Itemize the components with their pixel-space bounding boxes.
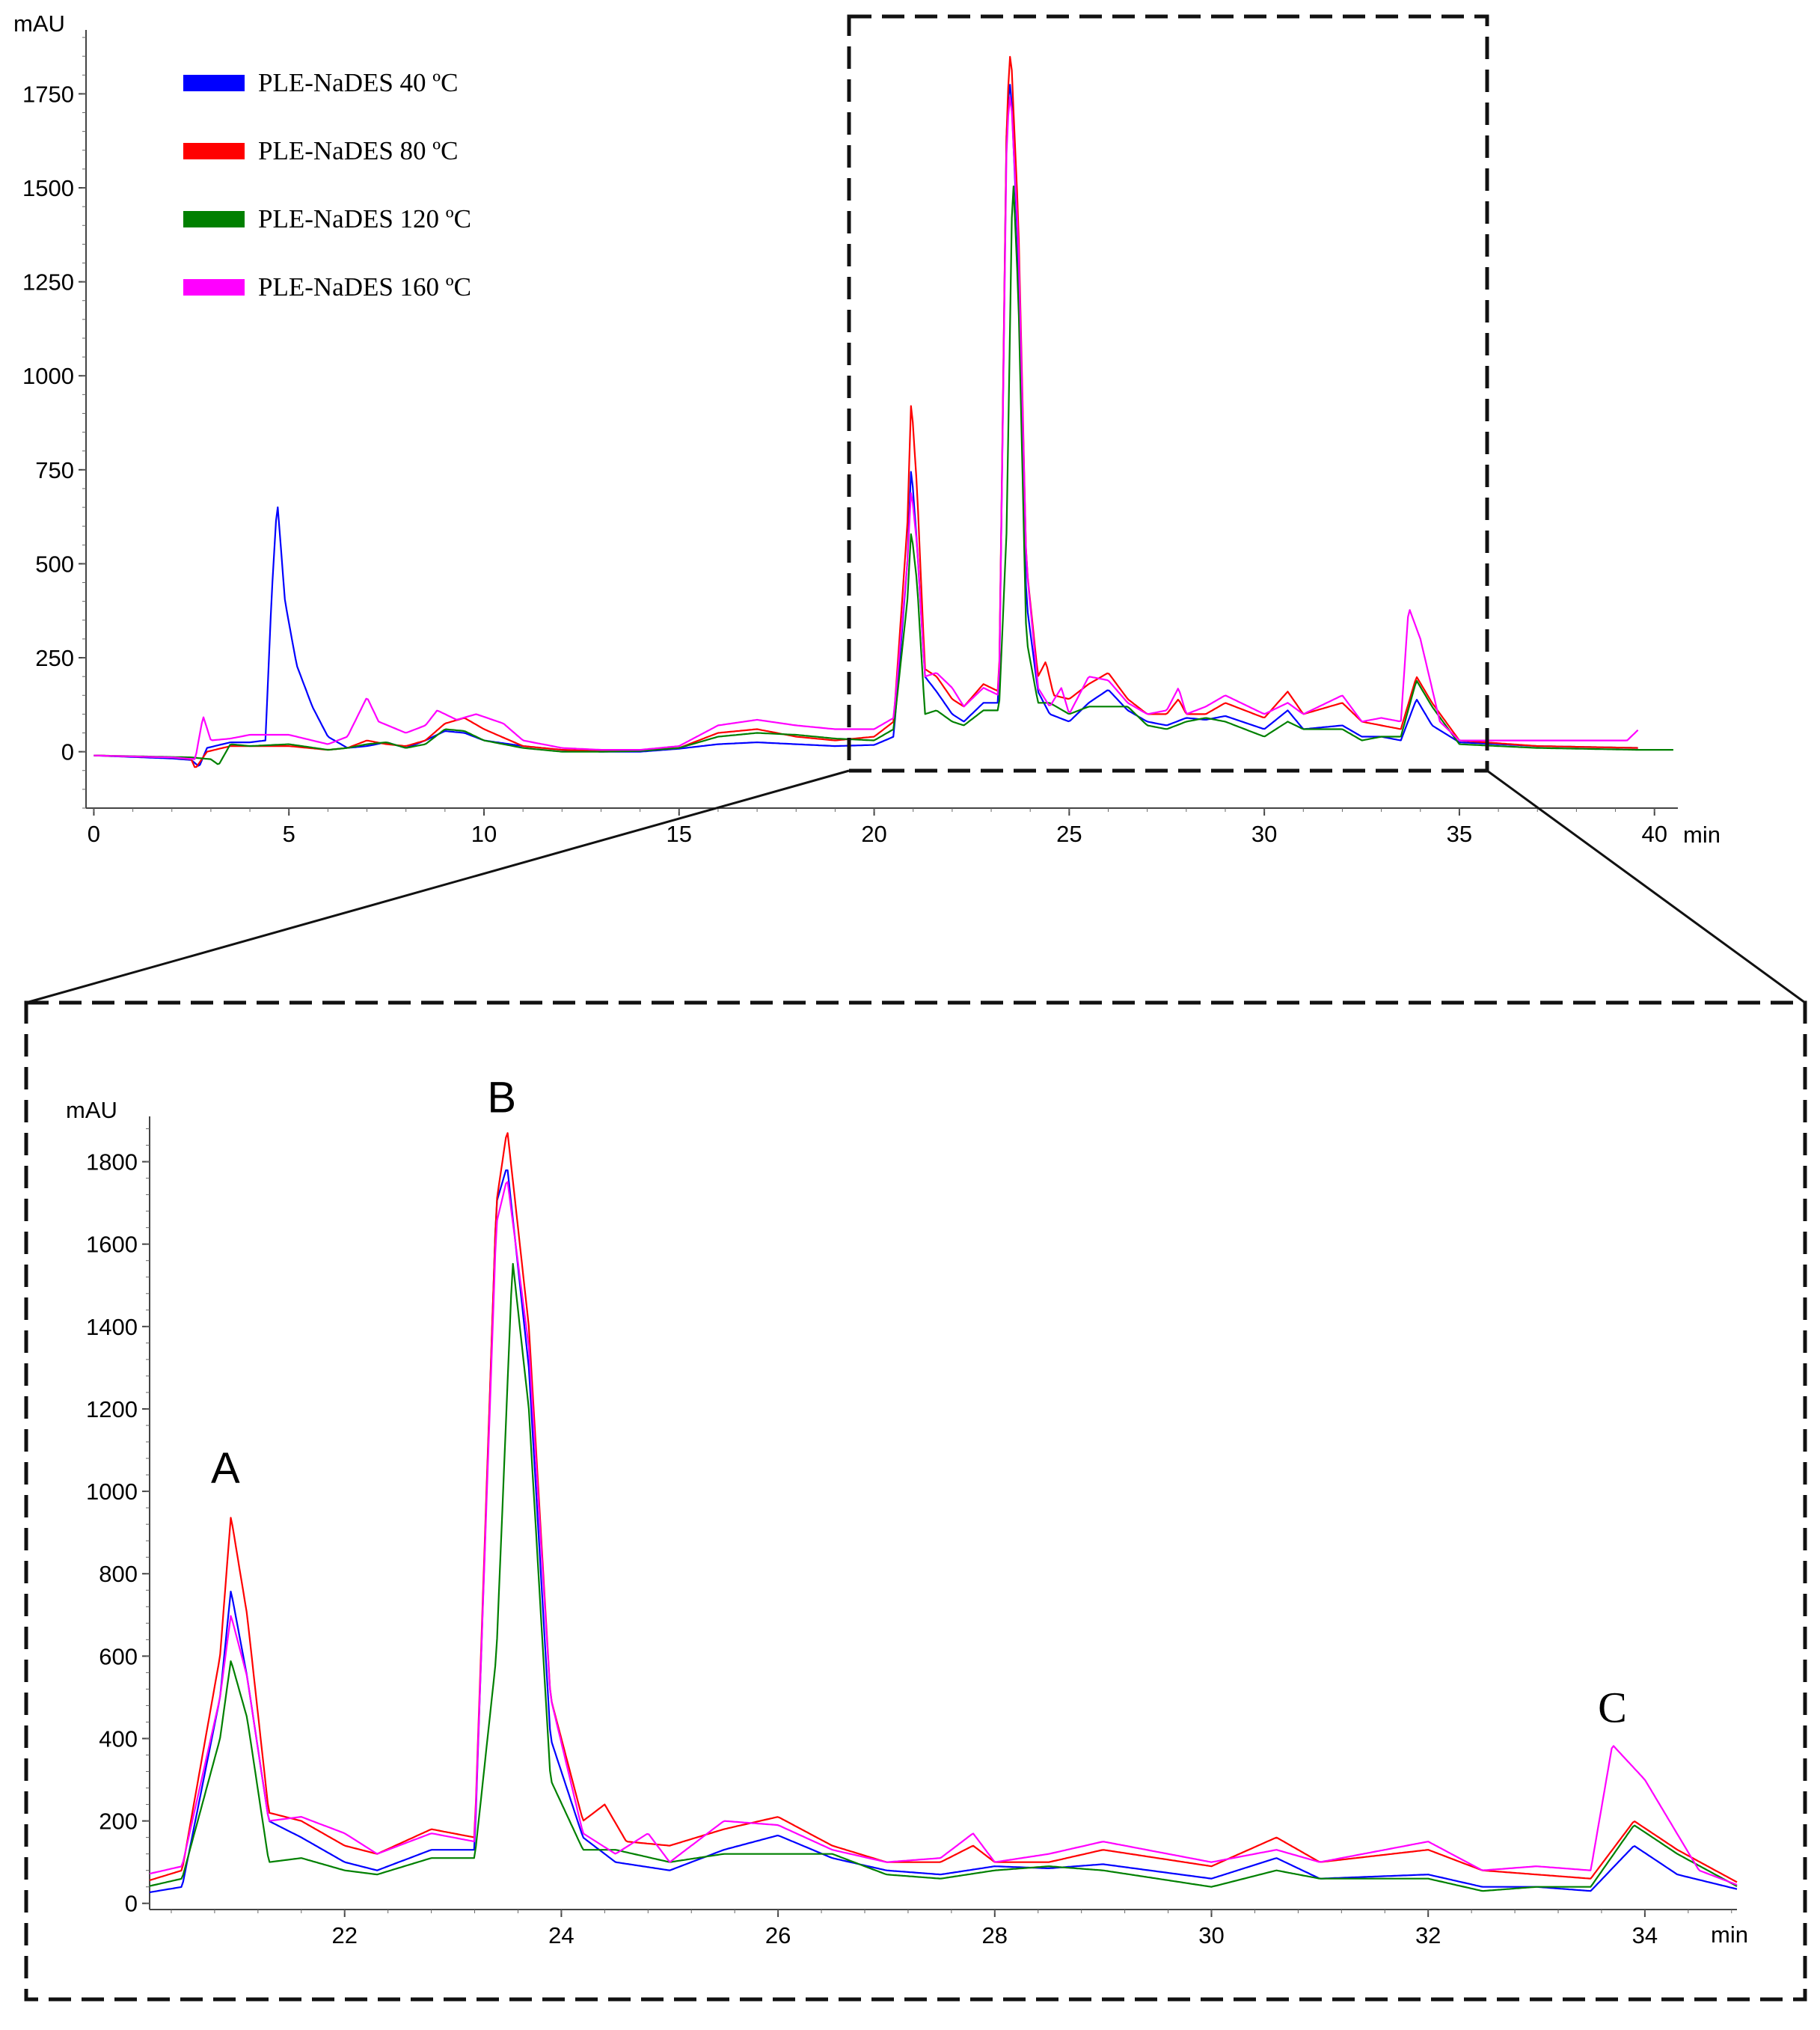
x-tick-label: 15 (667, 821, 692, 847)
series-line (94, 96, 1639, 760)
x-tick-label: 40 (1641, 821, 1667, 847)
series-line (149, 1132, 1738, 1883)
peak-label-c: C (1598, 1683, 1627, 1731)
legend-label: PLE-NaDES 120 ºC (258, 204, 471, 233)
y-tick-label: 200 (99, 1809, 138, 1835)
legend-swatch (183, 211, 245, 227)
series-line (94, 84, 1638, 767)
zoom-chart-panel: 0 200 400 600 800 1000 1200 1400 1600 1800 22 24 26… (66, 1073, 1748, 1948)
x-tick-label: 25 (1056, 821, 1082, 847)
zoom-panel-frame (24, 1000, 1807, 2002)
peak-label-b: B (487, 1073, 516, 1122)
legend-label: PLE-NaDES 80 ºC (258, 136, 459, 165)
y-tick-label: 1500 (22, 175, 74, 201)
y-tick-label: 750 (35, 457, 74, 483)
x-tick-label: 34 (1632, 1922, 1658, 1948)
x-tick-label: 0 (88, 821, 100, 847)
y-tick-label: 1400 (86, 1314, 138, 1340)
top-chart-panel: 0 250 500 750 1000 1250 1500 1750 0 5 10 15 20 25 30 3… (13, 10, 1721, 848)
bottom-y-unit-label: mAU (66, 1097, 117, 1123)
y-tick-label: 1000 (22, 363, 74, 389)
top-x-ticks: 0 5 10 15 20 25 30 35 40 (88, 808, 1667, 847)
connector-right (1486, 769, 1806, 1004)
legend-swatch (183, 143, 245, 159)
y-tick-label: 1800 (86, 1149, 138, 1175)
peak-label-a: A (211, 1444, 240, 1493)
connector-left (25, 769, 850, 1004)
x-tick-label: 22 (331, 1922, 357, 1948)
legend-swatch (183, 75, 245, 91)
y-tick-label: 0 (125, 1891, 138, 1917)
top-series-group (94, 55, 1673, 768)
x-tick-label: 20 (861, 821, 886, 847)
series-line (149, 1181, 1738, 1886)
x-tick-label: 26 (765, 1922, 791, 1948)
legend-label: PLE-NaDES 40 ºC (258, 68, 459, 97)
x-tick-label: 5 (283, 821, 295, 847)
y-tick-label: 250 (35, 645, 74, 671)
bottom-x-ticks: 22 24 26 28 30 32 34 (171, 1910, 1732, 1948)
x-tick-label: 35 (1447, 821, 1472, 847)
x-tick-label: 32 (1415, 1922, 1441, 1948)
y-tick-label: 0 (61, 739, 74, 765)
bottom-x-unit-label: min (1711, 1922, 1748, 1948)
series-line (149, 1262, 1738, 1892)
y-tick-label: 1200 (86, 1396, 138, 1422)
series-line (149, 1169, 1738, 1894)
top-x-unit-label: min (1683, 822, 1721, 848)
x-tick-label: 30 (1251, 821, 1277, 847)
y-tick-label: 600 (99, 1643, 138, 1669)
x-tick-label: 28 (982, 1922, 1008, 1948)
y-tick-label: 1000 (86, 1479, 138, 1505)
bottom-series-group (149, 1132, 1738, 1894)
zoom-selection-box (847, 14, 1489, 773)
x-tick-label: 30 (1198, 1922, 1224, 1948)
y-tick-label: 400 (99, 1725, 138, 1752)
top-y-ticks: 0 250 500 750 1000 1250 1500 1750 (22, 37, 86, 809)
y-tick-label: 1750 (22, 81, 74, 107)
y-tick-label: 1250 (22, 269, 74, 296)
peak-annotations: A B C (211, 1073, 1627, 1731)
bottom-y-ticks: 0 200 400 600 800 1000 1200 1400 1600 1800 (86, 1128, 150, 1917)
top-y-unit-label: mAU (13, 10, 65, 37)
x-tick-label: 24 (548, 1922, 574, 1948)
y-tick-label: 800 (99, 1561, 138, 1587)
legend-label: PLE-NaDES 160 ºC (258, 272, 471, 302)
legend-swatch (183, 279, 245, 296)
legend: PLE-NaDES 40 ºC PLE-NaDES 80 ºC PLE-NaDES … (183, 68, 471, 302)
y-tick-label: 1600 (86, 1232, 138, 1258)
y-tick-label: 500 (35, 551, 74, 577)
x-tick-label: 10 (471, 821, 497, 847)
series-line (94, 185, 1673, 765)
